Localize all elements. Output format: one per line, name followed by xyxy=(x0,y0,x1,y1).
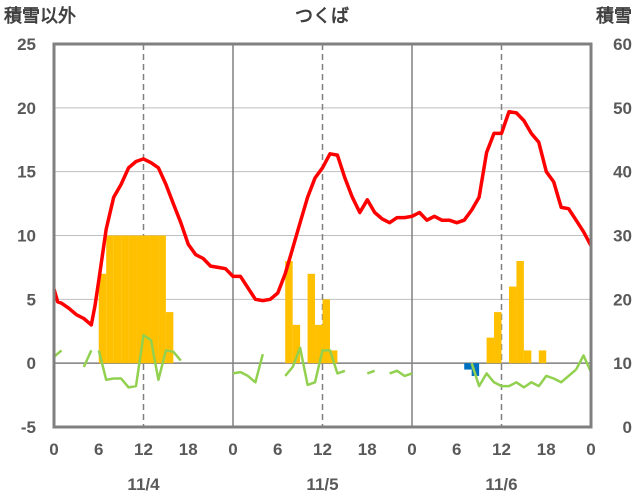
bars-layer xyxy=(98,235,547,376)
x-tick-label: 18 xyxy=(358,440,377,459)
bar xyxy=(322,299,330,364)
x-tick-label: 0 xyxy=(407,440,416,459)
bar xyxy=(158,235,166,364)
x-tick-label: 6 xyxy=(94,440,103,459)
bar xyxy=(150,235,159,364)
x-tick-label: 12 xyxy=(313,440,332,459)
chart-title: つくば xyxy=(295,6,349,26)
bar xyxy=(516,261,524,364)
green-series-segment xyxy=(97,333,182,389)
bar xyxy=(143,235,151,364)
green-series-segment xyxy=(82,349,93,368)
x-tick-label: 6 xyxy=(273,440,282,459)
plot-frame xyxy=(52,42,593,429)
left-axis-label: 積雪以外 xyxy=(3,5,76,26)
right-tick-label: 30 xyxy=(613,227,632,246)
bar xyxy=(113,235,122,364)
left-tick-label: 20 xyxy=(17,99,36,118)
frame-layer xyxy=(52,42,593,429)
day-label: 11/5 xyxy=(306,475,338,494)
blue-bar xyxy=(471,363,480,376)
bar xyxy=(285,261,293,364)
x-tick-label: 0 xyxy=(49,440,58,459)
day-label: 11/6 xyxy=(485,475,517,494)
x-tick-label: 0 xyxy=(586,440,595,459)
green-series-segment xyxy=(470,362,577,389)
x-tick-label: 6 xyxy=(452,440,461,459)
bar xyxy=(329,350,338,364)
bar xyxy=(128,235,137,364)
green-series-segment xyxy=(574,354,593,373)
right-tick-label: 60 xyxy=(613,35,632,54)
bar xyxy=(165,312,174,364)
x-tick-label: 12 xyxy=(134,440,153,459)
left-tick-label: 15 xyxy=(17,163,36,182)
left-tick-label: 10 xyxy=(17,227,36,246)
x-tick-label: 18 xyxy=(537,440,556,459)
green-series-segment xyxy=(232,353,265,384)
x-tick-label: 12 xyxy=(492,440,511,459)
green-series-segment xyxy=(366,369,376,375)
right-tick-label: 10 xyxy=(613,354,632,373)
bar xyxy=(136,235,144,364)
left-tick-label: -5 xyxy=(21,418,36,437)
bar xyxy=(98,273,107,364)
bar xyxy=(307,273,316,364)
right-tick-label: 0 xyxy=(623,418,632,437)
right-tick-label: 40 xyxy=(613,163,632,182)
bar xyxy=(315,324,323,364)
right-tick-label: 50 xyxy=(613,99,632,118)
bar xyxy=(486,337,495,364)
x-tick-label: 18 xyxy=(179,440,198,459)
bar xyxy=(292,324,301,364)
bar xyxy=(106,235,114,364)
green-series-segment xyxy=(389,369,413,378)
left-tick-label: 0 xyxy=(27,354,36,373)
green-series-segment xyxy=(284,346,346,387)
x-tick-label: 0 xyxy=(228,440,237,459)
temperature-series-layer xyxy=(52,109,593,327)
day-label: 11/4 xyxy=(127,475,160,494)
right-tick-label: 20 xyxy=(613,290,632,309)
bar xyxy=(494,312,502,364)
green-series-layer xyxy=(53,333,593,389)
left-tick-label: 5 xyxy=(27,290,36,309)
temperature-line xyxy=(52,109,593,327)
bar xyxy=(538,350,547,364)
right-axis-label: 積雪 xyxy=(595,5,632,26)
bar xyxy=(523,350,532,364)
left-tick-label: 25 xyxy=(17,35,36,54)
bar xyxy=(121,235,129,364)
bar xyxy=(508,286,517,364)
blue-bar xyxy=(464,363,472,370)
